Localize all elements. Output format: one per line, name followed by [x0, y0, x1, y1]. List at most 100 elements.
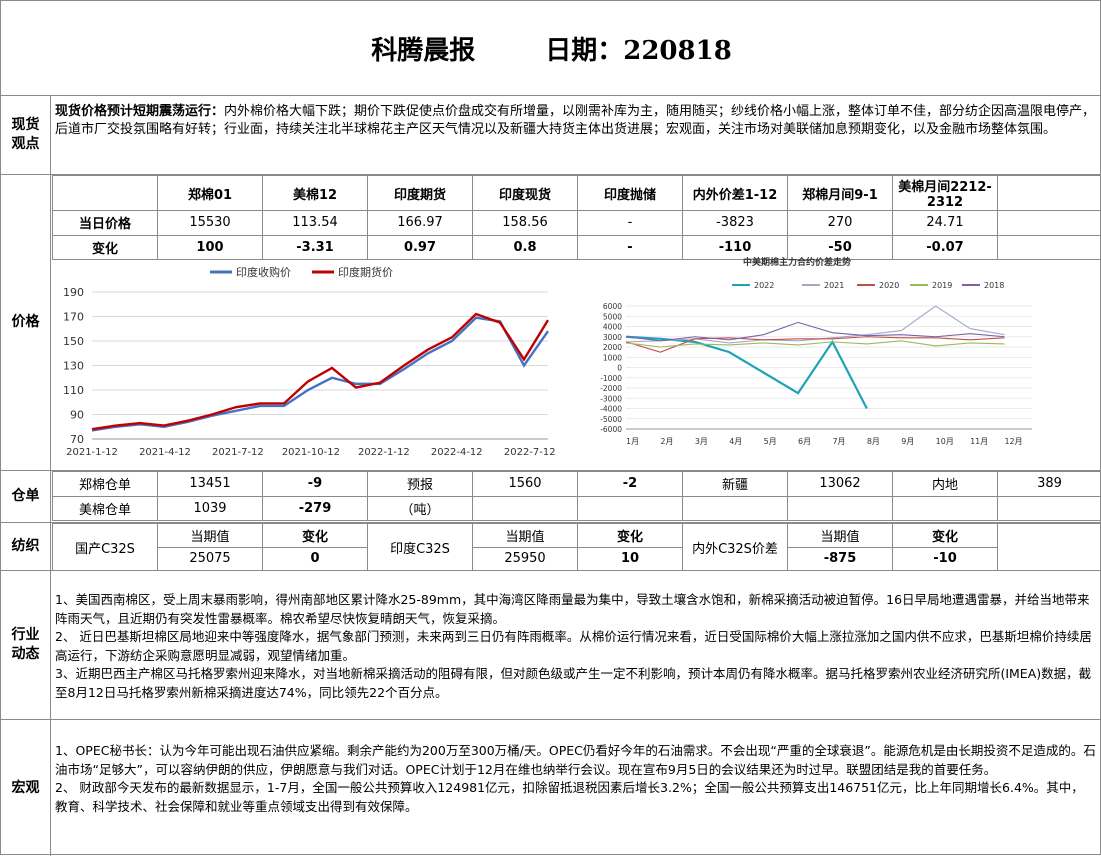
x-tick-label: 9月	[901, 437, 914, 446]
warehouse-cell: -279	[263, 496, 368, 521]
series-line-2021	[626, 306, 1004, 343]
price-header-cell	[998, 176, 1101, 211]
x-tick-label: 2022-4-12	[431, 447, 483, 458]
x-tick-label: 2021-1-12	[66, 447, 118, 458]
textile-label: 纺织	[1, 523, 51, 570]
industry-label: 行业动态	[1, 571, 51, 719]
spread-c32s-change: -10	[893, 547, 998, 571]
warehouse-cell: -2	[578, 472, 683, 497]
change-header: 变化	[893, 524, 998, 548]
warehouse-cell: 新疆	[683, 472, 788, 497]
warehouse-cell: 1560	[473, 472, 578, 497]
textile-section: 纺织 国产C32S 当期值 变化 印度C32S 当期值 变化 内外C32S价差 …	[1, 523, 1101, 571]
x-tick-label: 6月	[798, 437, 811, 446]
current-value-header: 当期值	[158, 524, 263, 548]
india-c32s-change: 10	[578, 547, 683, 571]
warehouse-row-2: 美棉仓单 1039 -279 （吨）	[53, 496, 1101, 521]
price-today-cell: -3823	[683, 211, 788, 236]
current-value-header: 当期值	[473, 524, 578, 548]
warehouse-table: 郑棉仓单 13451 -9 预报 1560 -2 新疆 13062 内地 389…	[52, 471, 1101, 521]
empty-cell	[998, 524, 1101, 571]
macro-item: 2、 财政部今天发布的最新数据显示，1-7月，全国一般公共预算收入124981亿…	[55, 779, 1096, 816]
warehouse-cell	[998, 496, 1101, 521]
spot-label: 现货观点	[1, 96, 51, 174]
y-tick-label: 190	[63, 286, 84, 299]
y-tick-label: 110	[63, 384, 84, 397]
industry-item: 3、近期巴西主产棉区马托格罗索州迎来降水，对当地新棉采摘活动的阻碍有限，但对颜色…	[55, 665, 1096, 702]
x-tick-label: 11月	[970, 437, 988, 446]
price-today-cell: 158.56	[473, 211, 578, 236]
warehouse-cell	[683, 496, 788, 521]
y-tick-label: 2000	[603, 343, 622, 352]
series-line-2022	[626, 337, 867, 409]
series-line-2	[92, 314, 548, 429]
y-tick-label: -1000	[600, 374, 622, 383]
textile-table: 国产C32S 当期值 变化 印度C32S 当期值 变化 内外C32S价差 当期值…	[52, 523, 1101, 571]
macro-item: 1、OPEC秘书长：认为今年可能出现石油供应紧缩。剩余产能约为200万至300万…	[55, 742, 1096, 779]
warehouse-cell: （吨）	[368, 496, 473, 521]
x-tick-label: 2021-10-12	[282, 447, 340, 458]
warehouse-cell: 389	[998, 472, 1101, 497]
current-value-header: 当期值	[788, 524, 893, 548]
price-header-cell: 郑棉01	[158, 176, 263, 211]
y-tick-label: 4000	[603, 323, 622, 332]
x-tick-label: 5月	[764, 437, 777, 446]
y-tick-label: -5000	[600, 415, 622, 424]
india-c32s-name: 印度C32S	[368, 524, 473, 571]
price-header-cell: 印度现货	[473, 176, 578, 211]
warehouse-cell: 郑棉仓单	[53, 472, 158, 497]
industry-item: 1、美国西南棉区，受上周末暴雨影响，得州南部地区累计降水25-89mm，其中海湾…	[55, 591, 1096, 628]
y-tick-label: 130	[63, 360, 84, 373]
warehouse-label: 仓单	[1, 471, 51, 522]
price-header-cell	[53, 176, 158, 211]
warehouse-cell	[788, 496, 893, 521]
price-today-label: 当日价格	[53, 211, 158, 236]
change-header: 变化	[263, 524, 368, 548]
warehouse-cell: 13451	[158, 472, 263, 497]
warehouse-section: 仓单 郑棉仓单 13451 -9 预报 1560 -2 新疆 13062 内	[1, 471, 1101, 523]
industry-news: 1、美国西南棉区，受上周末暴雨影响，得州南部地区累计降水25-89mm，其中海湾…	[52, 571, 1101, 702]
price-header-cell: 内外价差1-12	[683, 176, 788, 211]
domestic-c32s-change: 0	[263, 547, 368, 571]
price-header-row: 郑棉01 美棉12 印度期货 印度现货 印度抛储 内外价差1-12 郑棉月间9-…	[53, 176, 1101, 211]
y-tick-label: 90	[70, 409, 84, 422]
price-header-cell: 美棉12	[263, 176, 368, 211]
legend-label: 印度收购价	[236, 265, 291, 279]
warehouse-row-1: 郑棉仓单 13451 -9 预报 1560 -2 新疆 13062 内地 389	[53, 472, 1101, 497]
y-tick-label: -2000	[600, 384, 622, 393]
price-header-cell: 印度期货	[368, 176, 473, 211]
domestic-c32s-name: 国产C32S	[53, 524, 158, 571]
price-today-cell: 113.54	[263, 211, 368, 236]
y-tick-label: 150	[63, 335, 84, 348]
y-tick-label: 3000	[603, 333, 622, 342]
macro-news: 1、OPEC秘书长：认为今年可能出现石油供应紧缩。剩余产能约为200万至300万…	[52, 720, 1101, 816]
y-tick-label: -6000	[600, 425, 622, 434]
warehouse-cell: 13062	[788, 472, 893, 497]
domestic-c32s-value: 25075	[158, 547, 263, 571]
warehouse-cell: -9	[263, 472, 368, 497]
spot-section: 现货观点 现货价格预计短期震荡运行：内外棉价格大幅下跌；期价下跌促使点价盘成交有…	[1, 96, 1101, 175]
warehouse-cell	[473, 496, 578, 521]
spread-c32s-value: -875	[788, 547, 893, 571]
x-tick-label: 2021-4-12	[139, 447, 191, 458]
price-today-row: 当日价格 15530 113.54 166.97 158.56 - -3823 …	[53, 211, 1101, 236]
warehouse-cell	[578, 496, 683, 521]
x-tick-label: 3月	[695, 437, 708, 446]
spread-c32s-name: 内外C32S价差	[683, 524, 788, 571]
chart-title: 中美期棉主力合约价差走势	[743, 256, 851, 268]
price-today-cell: -	[578, 211, 683, 236]
y-tick-label: 170	[63, 311, 84, 324]
industry-section: 行业动态 1、美国西南棉区，受上周末暴雨影响，得州南部地区累计降水25-89mm…	[1, 571, 1101, 720]
x-tick-label: 1月	[626, 437, 639, 446]
price-section: 价格 郑棉01 美棉12 印度期货 印度现货 印度抛储 内外价差1-12 郑棉月…	[1, 175, 1101, 471]
x-tick-label: 10月	[936, 437, 954, 446]
price-today-cell: 270	[788, 211, 893, 236]
spot-text: 现货价格预计短期震荡运行：内外棉价格大幅下跌；期价下跌促使点价盘成交有所增量，以…	[52, 96, 1101, 139]
price-today-cell	[998, 211, 1101, 236]
legend-label: 2019	[932, 281, 952, 290]
warehouse-cell: 内地	[893, 472, 998, 497]
y-tick-label: 5000	[603, 312, 622, 321]
